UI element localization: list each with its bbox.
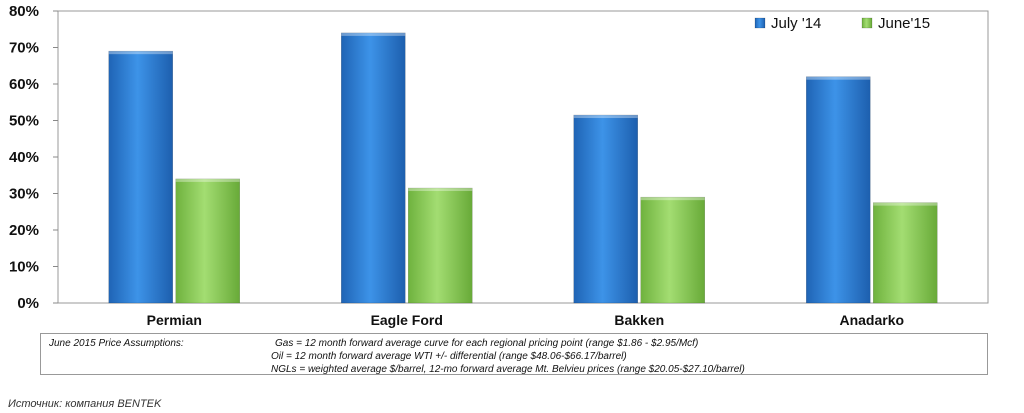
x-category-label: Anadarko bbox=[839, 312, 904, 328]
bar-chart: 0% 10% 20% 30% 40% 50% 60% 70% 80% Permian Eagle … bbox=[9, 3, 989, 328]
bar-top-highlight bbox=[873, 202, 938, 206]
notes-heading: June 2015 Price Assumptions: bbox=[49, 338, 184, 349]
bar-top-highlight bbox=[175, 178, 240, 182]
legend-label: June'15 bbox=[878, 15, 930, 32]
price-assumptions-notes: June 2015 Price Assumptions: Gas = 12 mo… bbox=[40, 333, 988, 375]
bar-top-highlight bbox=[573, 115, 638, 119]
x-category-label: Eagle Ford bbox=[371, 312, 443, 328]
y-tick-label: 70% bbox=[9, 40, 39, 57]
legend-swatch bbox=[754, 17, 766, 29]
bar-june-15-eagle-ford bbox=[408, 187, 473, 304]
bars-group bbox=[108, 32, 938, 304]
y-tick-label: 20% bbox=[9, 222, 39, 239]
y-tick-label: 50% bbox=[9, 113, 39, 130]
legend-label: July '14 bbox=[771, 15, 821, 32]
bar-june-15-bakken bbox=[640, 196, 705, 304]
source-note: Источник: компания BENTEK bbox=[8, 398, 162, 410]
y-tick-label: 0% bbox=[17, 295, 39, 312]
x-axis: Permian Eagle Ford Bakken Anadarko bbox=[147, 312, 904, 328]
bar-top-highlight bbox=[108, 51, 173, 55]
x-category-label: Permian bbox=[147, 312, 202, 328]
y-tick-label: 80% bbox=[9, 3, 39, 20]
bar-top-highlight bbox=[640, 197, 705, 201]
legend: July '14 June'15 bbox=[754, 15, 930, 32]
bar-top-highlight bbox=[408, 188, 473, 192]
legend-swatch bbox=[861, 17, 873, 29]
y-tick-label: 60% bbox=[9, 76, 39, 93]
bar-top-highlight bbox=[806, 76, 871, 80]
y-tick-label: 30% bbox=[9, 186, 39, 203]
bar-july-14-bakken bbox=[573, 114, 638, 304]
bar-july-14-permian bbox=[108, 50, 173, 304]
y-tick-label: 10% bbox=[9, 259, 39, 276]
x-category-label: Bakken bbox=[614, 312, 664, 328]
bar-june-15-anadarko bbox=[873, 202, 938, 304]
bar-top-highlight bbox=[341, 32, 406, 36]
y-tick-label: 40% bbox=[9, 149, 39, 166]
y-axis: 0% 10% 20% 30% 40% 50% 60% 70% 80% bbox=[9, 3, 58, 312]
notes-gas-line: Gas = 12 month forward average curve for… bbox=[275, 338, 699, 349]
bar-july-14-eagle-ford bbox=[341, 32, 406, 304]
bar-june-15-permian bbox=[175, 178, 240, 304]
notes-oil-line: Oil = 12 month forward average WTI +/- d… bbox=[271, 351, 627, 362]
bar-july-14-anadarko bbox=[806, 76, 871, 304]
notes-ngl-line: NGLs = weighted average $/barrel, 12-mo … bbox=[271, 364, 745, 375]
